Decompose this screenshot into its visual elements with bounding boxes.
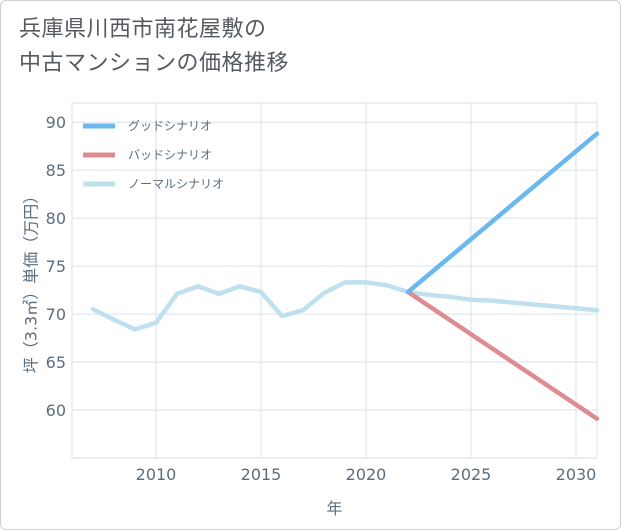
legend-label-0: グッドシナリオ xyxy=(128,119,212,133)
chart-title-line-2: 中古マンションの価格推移 xyxy=(19,51,290,76)
chart-title: 兵庫県川西市南花屋敷の 中古マンションの価格推移 xyxy=(19,13,289,81)
y-tick-label-0: 60 xyxy=(46,401,66,420)
series-line-2 xyxy=(90,280,600,332)
y-tick-label-6: 90 xyxy=(46,113,66,132)
y-tick-label-2: 70 xyxy=(46,305,66,324)
legend-label-1: バッドシナリオ xyxy=(128,148,212,162)
series-layer xyxy=(90,131,600,421)
plot-border xyxy=(71,102,598,459)
series-line-1 xyxy=(405,289,600,421)
x-tick-label-2: 2020 xyxy=(346,465,387,484)
y-tick-label-5: 85 xyxy=(46,161,66,180)
axis-ticks: 60 65 70 75 80 85 90 2010 2015 2020 2025 2030 xyxy=(46,113,597,484)
y-tick-label-4: 80 xyxy=(46,209,66,228)
x-tick-label-0: 2010 xyxy=(136,465,177,484)
y-axis-label: 坪（3.3㎡）単価（万円） xyxy=(22,188,41,373)
chart-title-line-1: 兵庫県川西市南花屋敷の xyxy=(19,17,267,42)
x-tick-label-1: 2015 xyxy=(241,465,282,484)
y-tick-label-1: 65 xyxy=(46,353,66,372)
x-tick-label-3: 2025 xyxy=(451,465,492,484)
x-tick-label-4: 2030 xyxy=(556,465,597,484)
x-axis-label: 年 xyxy=(326,499,342,518)
series-line-0 xyxy=(405,131,600,295)
legend-label-2: ノーマルシナリオ xyxy=(128,177,224,191)
y-tick-label-3: 75 xyxy=(46,257,66,276)
